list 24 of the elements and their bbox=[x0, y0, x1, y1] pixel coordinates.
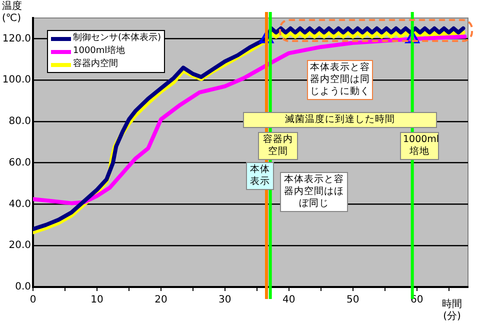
y-tick-label: 60.0 bbox=[8, 157, 31, 168]
note-box: 本体表示と容器内空間は同じように動く bbox=[307, 60, 373, 100]
note-box: 滅菌温度に到達した時間 bbox=[243, 112, 437, 128]
legend-label: 容器内空間 bbox=[73, 58, 118, 71]
y-tick-label: 120.0 bbox=[2, 33, 31, 44]
legend-label: 制御センサ(本体表示) bbox=[73, 32, 162, 45]
y-axis-title: 温度 (℃) bbox=[2, 1, 22, 25]
label-box: 容器内空間 bbox=[258, 132, 298, 160]
x-tick-label: 20 bbox=[154, 294, 168, 306]
y-tick-label: 0.0 bbox=[15, 282, 31, 293]
note-box: 本体表示と容器内空間はほぼ同じ bbox=[280, 172, 348, 212]
label-box: 1000ml培地 bbox=[400, 132, 439, 160]
y-tick-label: 40.0 bbox=[8, 198, 31, 210]
x-tick-label: 0 bbox=[30, 294, 36, 306]
legend-label: 1000ml培地 bbox=[73, 45, 126, 58]
x-axis-title: 時間 (分) bbox=[442, 299, 462, 323]
x-tick-label: 30 bbox=[218, 294, 232, 306]
y-tick-label: 20.0 bbox=[8, 240, 31, 252]
y-tick-label: 80.0 bbox=[8, 116, 31, 128]
label-box: 本体表示 bbox=[246, 162, 274, 190]
y-tick-label: 100.0 bbox=[2, 74, 31, 86]
x-tick-label: 10 bbox=[90, 294, 104, 306]
x-tick-label: 50 bbox=[346, 294, 360, 306]
x-tick-label: 40 bbox=[282, 294, 296, 306]
